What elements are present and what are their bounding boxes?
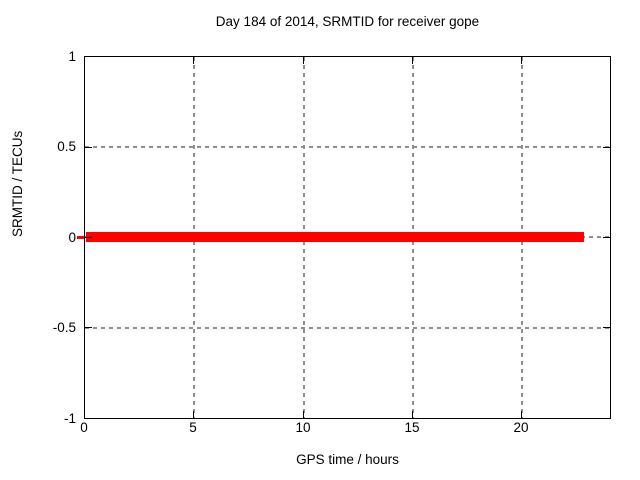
x-tick-top (412, 57, 413, 64)
x-tick-bottom (193, 411, 194, 418)
y-tick-label-1: 1 (68, 49, 76, 64)
data-line-srmtid-left-cap (77, 236, 84, 239)
y-tick-left (85, 147, 92, 148)
y-tick-right (603, 237, 610, 238)
y-tick-label-n1: -1 (63, 411, 76, 426)
chart-title: Day 184 of 2014, SRMTID for receiver gop… (215, 14, 480, 29)
x-tick-label-10: 10 (295, 420, 311, 435)
y-tick-right (603, 147, 610, 148)
x-tick-label-20: 20 (513, 420, 529, 435)
x-tick-bottom (303, 411, 304, 418)
x-tick-top (193, 57, 194, 64)
grid-line-y-0p5 (85, 146, 610, 148)
x-tick-label-15: 15 (404, 420, 420, 435)
y-tick-label-0p5: 0.5 (57, 139, 76, 154)
y-tick-label-0: 0 (68, 230, 76, 245)
x-tick-top (521, 57, 522, 64)
y-tick-left (85, 327, 92, 328)
x-tick-bottom (412, 411, 413, 418)
y-tick-left (85, 237, 92, 238)
x-tick-label-5: 5 (189, 420, 197, 435)
y-tick-label-n0p5: -0.5 (52, 320, 76, 335)
data-line-srmtid (86, 232, 584, 242)
x-tick-bottom (521, 411, 522, 418)
x-tick-top (303, 57, 304, 64)
x-tick-label-0: 0 (80, 420, 88, 435)
x-axis-title: GPS time / hours (296, 452, 399, 467)
y-tick-right (603, 327, 610, 328)
plot-area (77, 56, 611, 419)
grid-line-y-n0p5 (85, 327, 610, 329)
